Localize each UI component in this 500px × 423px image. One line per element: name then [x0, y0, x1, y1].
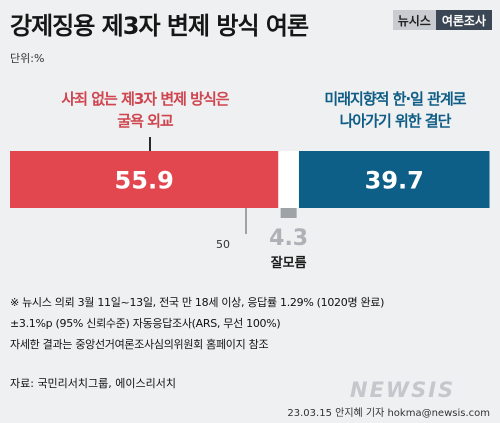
footnote: ※ 뉴시스 의뢰 3월 11일~13일, 전국 만 18세 이상, 응답률 1.…: [10, 292, 384, 355]
brand-badge: 뉴시스 여론조사: [392, 10, 492, 30]
bar-right: [298, 151, 490, 208]
value-label-left: 55.9: [115, 167, 174, 195]
badge-poll: 여론조사: [435, 10, 492, 30]
page-title: 강제징용 제3자 변제 방식 여론: [10, 12, 309, 40]
bar-left: [10, 151, 279, 208]
value-label-right: 39.7: [365, 167, 424, 195]
stacked-bar-chart: 55.9 39.7 4.3 잘모름 50: [10, 151, 490, 271]
bar-middle: [278, 151, 299, 208]
left-label-pointer: [149, 137, 151, 151]
badge-newsis: 뉴시스: [392, 10, 436, 30]
footnote-line-1: ※ 뉴시스 의뢰 3월 11일~13일, 전국 만 18세 이상, 응답률 1.…: [10, 296, 385, 309]
value-label-middle: 4.3: [269, 226, 308, 251]
right-label-line-2: 나아가기 위한 결단: [339, 112, 452, 130]
left-label-line-1: 사죄 없는 제3자 변제 방식은: [61, 90, 229, 108]
left-label-line-2: 굴욕 외교: [117, 112, 173, 130]
footnote-line-2: ±3.1%p (95% 신뢰수준) 자동응답조사(ARS, 무선 100%): [10, 317, 281, 330]
dontknow-label: 잘모름: [271, 256, 307, 271]
newsis-logo: NEWSIS: [350, 378, 456, 402]
midline-label: 50: [216, 238, 230, 251]
right-category-label: 미래지향적 한·일 관계로 나아가기 위한 결단: [290, 88, 500, 132]
unit-label: 단위:%: [10, 52, 45, 65]
left-category-label: 사죄 없는 제3자 변제 방식은 굴욕 외교: [40, 88, 250, 132]
source-text: 자료: 국민리서치그룹, 에이스리서치: [10, 377, 176, 390]
footnote-line-3: 자세한 결과는 중앙선거여론조사심의위원회 홈페이지 참조: [10, 338, 269, 351]
dontknow-marker: [280, 208, 297, 218]
credit-text: 23.03.15 안지혜 기자 hokma@newsis.com: [287, 408, 490, 419]
right-label-line-1: 미래지향적 한·일 관계로: [324, 90, 466, 108]
